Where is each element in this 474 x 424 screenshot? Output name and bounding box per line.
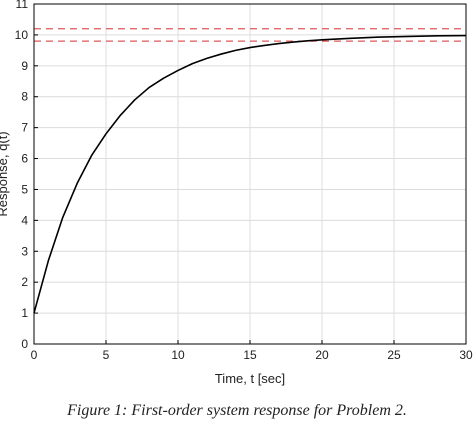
y-tick-label: 10: [15, 28, 29, 42]
y-tick-label: 3: [21, 244, 28, 258]
y-tick-label: 5: [21, 182, 28, 196]
x-axis-label: Time, t [sec]: [215, 371, 285, 386]
y-tick-label: 4: [21, 213, 28, 227]
x-tick-label: 30: [459, 348, 473, 362]
x-tick-label: 20: [315, 348, 329, 362]
x-axis-ticks: 0 5 10 15 20 25 30: [31, 340, 473, 362]
y-tick-label: 2: [21, 275, 28, 289]
x-tick-label: 15: [243, 348, 257, 362]
x-tick-label: 25: [387, 348, 401, 362]
y-axis-ticks: 0 1 2 3 4 5 6 7 8 9 10 11: [15, 0, 38, 351]
x-tick-label: 0: [31, 348, 38, 362]
x-tick-label: 5: [103, 348, 110, 362]
y-tick-label: 9: [21, 59, 28, 73]
figure-caption: Figure 1: First-order system response fo…: [67, 402, 407, 419]
y-tick-label: 0: [21, 337, 28, 351]
x-tick-label: 10: [171, 348, 185, 362]
y-tick-label: 6: [21, 152, 28, 166]
y-tick-label: 7: [21, 121, 28, 135]
reference-lines: [34, 28, 466, 42]
y-tick-label: 8: [21, 90, 28, 104]
response-curve: [33, 34, 467, 314]
grid: [33, 3, 467, 345]
y-tick-label: 1: [21, 306, 28, 320]
y-axis-label: Response, q(t): [0, 131, 10, 216]
y-tick-label: 11: [16, 0, 29, 11]
series: [33, 34, 467, 314]
